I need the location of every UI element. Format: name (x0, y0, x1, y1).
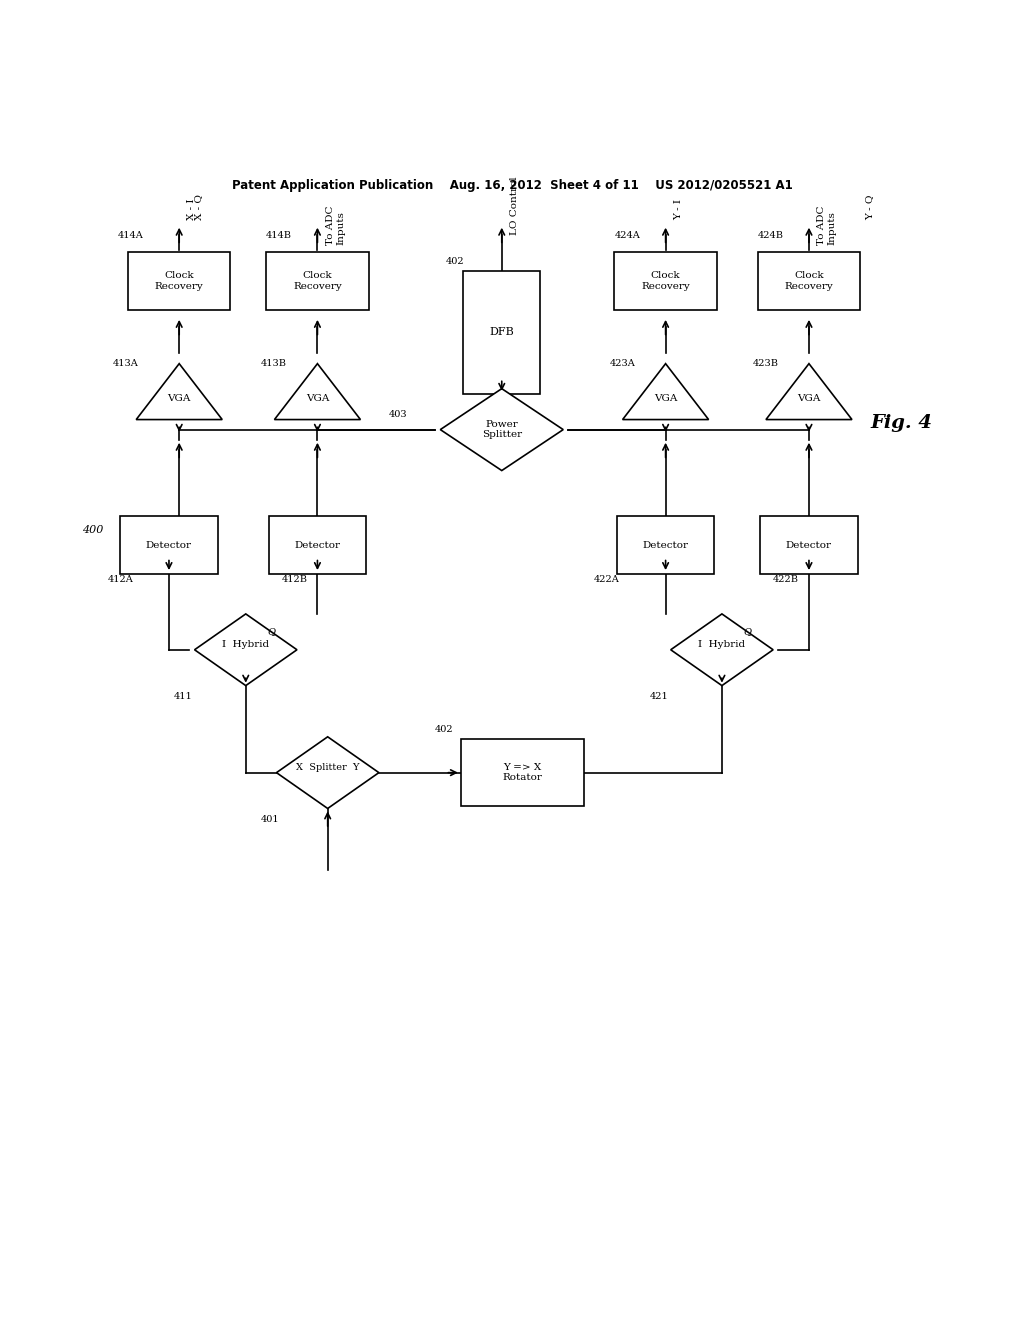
Text: VGA: VGA (654, 393, 677, 403)
Text: X  Splitter  Y: X Splitter Y (296, 763, 359, 772)
Text: LO Control: LO Control (510, 177, 519, 235)
Polygon shape (274, 363, 360, 420)
Text: 421: 421 (650, 692, 669, 701)
Text: 401: 401 (261, 814, 280, 824)
Text: Y => X
Rotator: Y => X Rotator (503, 763, 542, 783)
Text: Q: Q (267, 627, 275, 636)
Text: 403: 403 (389, 411, 408, 420)
Polygon shape (766, 363, 852, 420)
Text: VGA: VGA (306, 393, 329, 403)
Text: I  Hybrid: I Hybrid (698, 640, 745, 649)
Text: Clock
Recovery: Clock Recovery (641, 272, 690, 290)
Text: Clock
Recovery: Clock Recovery (293, 272, 342, 290)
Bar (758, 252, 860, 310)
Text: Detector: Detector (786, 541, 831, 550)
Text: 413B: 413B (261, 359, 287, 368)
Text: 413A: 413A (113, 359, 138, 368)
Text: 414B: 414B (266, 231, 292, 240)
Text: Y - I: Y - I (674, 199, 683, 219)
Bar (266, 252, 369, 310)
Text: 423B: 423B (753, 359, 778, 368)
Text: 412A: 412A (108, 576, 133, 585)
Text: Power
Splitter: Power Splitter (481, 420, 522, 440)
Text: I  Hybrid: I Hybrid (222, 640, 269, 649)
Bar (463, 271, 541, 393)
Text: 412B: 412B (282, 576, 307, 585)
Text: DFB: DFB (489, 327, 514, 338)
Text: 424B: 424B (758, 231, 783, 240)
Polygon shape (195, 614, 297, 685)
Text: 422A: 422A (594, 576, 620, 585)
Text: Fig. 4: Fig. 4 (870, 414, 933, 432)
Text: 423A: 423A (609, 359, 635, 368)
Text: 402: 402 (445, 257, 464, 265)
Bar (760, 516, 858, 574)
Text: To ADC
Inputs: To ADC Inputs (817, 206, 837, 246)
Text: Detector: Detector (295, 541, 340, 550)
Text: Q: Q (743, 627, 752, 636)
Text: 402: 402 (435, 725, 454, 734)
Text: 424A: 424A (614, 231, 640, 240)
Bar (120, 516, 217, 574)
Text: 422B: 422B (773, 576, 799, 585)
Bar (616, 516, 715, 574)
Text: Y - Q: Y - Q (865, 194, 874, 219)
Text: VGA: VGA (798, 393, 820, 403)
Polygon shape (440, 388, 563, 470)
Polygon shape (671, 614, 773, 685)
Text: VGA: VGA (168, 393, 190, 403)
Bar (268, 516, 367, 574)
Text: Clock
Recovery: Clock Recovery (784, 272, 834, 290)
Text: Patent Application Publication    Aug. 16, 2012  Sheet 4 of 11    US 2012/020552: Patent Application Publication Aug. 16, … (231, 178, 793, 191)
Text: X - I: X - I (187, 198, 197, 219)
Polygon shape (623, 363, 709, 420)
Bar (614, 252, 717, 310)
Text: Detector: Detector (146, 541, 191, 550)
Text: Detector: Detector (643, 541, 688, 550)
Text: Clock
Recovery: Clock Recovery (155, 272, 204, 290)
Polygon shape (136, 363, 222, 420)
Bar (128, 252, 230, 310)
Text: 411: 411 (174, 692, 193, 701)
Polygon shape (276, 737, 379, 808)
Text: To ADC
Inputs: To ADC Inputs (326, 206, 345, 246)
Text: 400: 400 (82, 525, 103, 535)
Text: X - Q: X - Q (195, 194, 204, 219)
Bar (461, 739, 584, 807)
Text: 414A: 414A (118, 231, 143, 240)
